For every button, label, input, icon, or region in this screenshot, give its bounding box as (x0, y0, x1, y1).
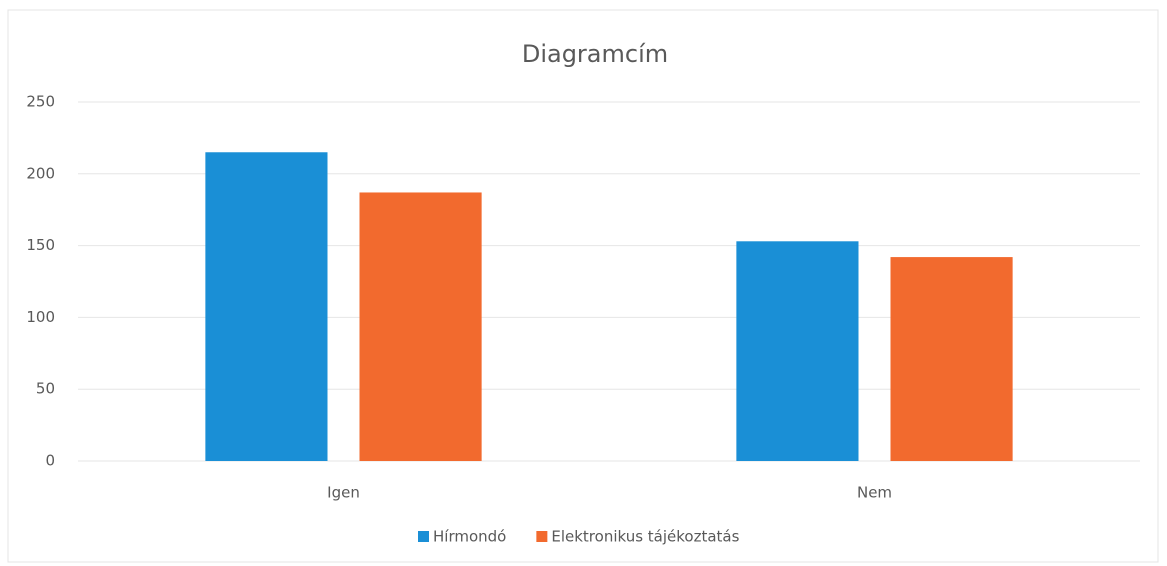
legend-label: Hírmondó (433, 528, 506, 546)
bar (205, 152, 328, 461)
bar (359, 192, 482, 461)
chart-title: Diagramcím (522, 40, 668, 68)
legend-swatch (418, 531, 429, 542)
legend-label: Elektronikus tájékoztatás (551, 528, 739, 546)
y-tick-label: 50 (36, 380, 55, 398)
legend-swatch (536, 531, 548, 542)
y-tick-label: 200 (26, 164, 55, 182)
bar (736, 241, 859, 461)
y-tick-label: 250 (26, 93, 55, 111)
bar (890, 257, 1013, 461)
y-tick-label: 150 (26, 236, 55, 254)
y-tick-label: 0 (45, 452, 55, 470)
y-tick-label: 100 (26, 308, 55, 326)
x-tick-label: Igen (327, 484, 360, 502)
x-tick-label: Nem (857, 484, 892, 502)
